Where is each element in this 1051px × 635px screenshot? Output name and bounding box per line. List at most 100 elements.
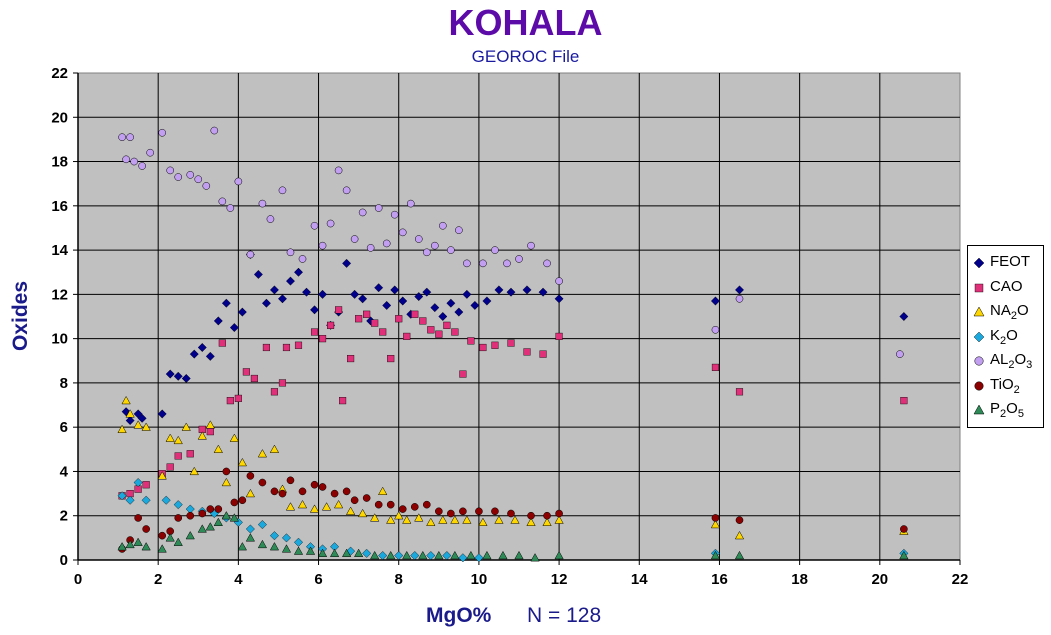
point-feot bbox=[318, 289, 328, 299]
point-k2o bbox=[394, 551, 404, 561]
point-na2o bbox=[462, 515, 472, 524]
point-p2o5 bbox=[197, 524, 207, 533]
point-al2o3 bbox=[138, 162, 146, 170]
point-cao bbox=[539, 350, 547, 358]
point-feot bbox=[342, 258, 352, 268]
point-cao bbox=[507, 339, 515, 347]
point-na2o bbox=[426, 517, 436, 526]
point-al2o3 bbox=[286, 248, 295, 257]
point-feot bbox=[390, 285, 400, 295]
point-al2o3 bbox=[358, 208, 367, 217]
point-feot bbox=[522, 285, 532, 295]
legend-label-text: CAO bbox=[990, 277, 1023, 295]
point-p2o5 bbox=[305, 546, 316, 555]
point-feot bbox=[482, 296, 492, 306]
point-al2o3 bbox=[366, 244, 375, 252]
legend-label: K2O bbox=[990, 327, 1018, 347]
point-p2o5 bbox=[125, 539, 135, 549]
point-tio2 bbox=[350, 496, 359, 505]
point-p2o5 bbox=[213, 517, 223, 526]
point-na2o bbox=[542, 517, 552, 526]
legend-item-tio2: TiO2 bbox=[972, 375, 1020, 397]
point-na2o bbox=[402, 515, 412, 524]
plot-area bbox=[77, 72, 961, 561]
legend-label: NA2O bbox=[990, 302, 1029, 322]
y-tick-label: 0 bbox=[60, 552, 68, 569]
point-feot bbox=[506, 287, 516, 297]
point-p2o5 bbox=[141, 542, 151, 551]
point-cao bbox=[555, 332, 563, 340]
x-tick-label: 2 bbox=[154, 571, 162, 588]
point-al2o3 bbox=[515, 255, 523, 263]
point-p2o5 bbox=[402, 550, 412, 560]
point-p2o5 bbox=[329, 548, 340, 557]
legend-label: AL2O3 bbox=[990, 351, 1032, 371]
point-tio2 bbox=[310, 480, 319, 489]
legend-label: TiO2 bbox=[990, 376, 1020, 396]
legend-marker-triangle-icon bbox=[973, 404, 985, 415]
legend-marker-diamond-icon bbox=[973, 257, 985, 269]
point-tio2 bbox=[374, 500, 383, 509]
point-feot bbox=[735, 285, 744, 295]
axis-ticks: 0 2 4 6 8 10 12 14 16 18 20 22 0 2 4 6 8 10 12 14 16 18 20 22 bbox=[51, 65, 968, 588]
point-al2o3 bbox=[342, 186, 351, 195]
point-al2o3 bbox=[202, 182, 211, 190]
point-na2o bbox=[165, 433, 175, 442]
legend-marker-circle-icon bbox=[974, 356, 984, 366]
point-p2o5 bbox=[530, 553, 540, 562]
point-al2o3 bbox=[455, 226, 463, 234]
point-k2o bbox=[442, 551, 452, 561]
point-na2o bbox=[378, 486, 388, 495]
legend-label-text: P bbox=[990, 400, 1001, 417]
point-feot bbox=[221, 298, 231, 308]
legend-item-k2o: K2O bbox=[972, 326, 1018, 348]
point-na2o bbox=[478, 517, 488, 526]
point-na2o bbox=[173, 435, 183, 445]
legend-item-cao: CAO bbox=[972, 277, 1023, 299]
y-tick-label: 14 bbox=[51, 242, 68, 259]
x-axis-label: MgO% bbox=[426, 604, 492, 627]
legend-label-text: AL bbox=[990, 351, 1009, 368]
point-p2o5 bbox=[229, 513, 239, 522]
point-k2o bbox=[125, 495, 135, 505]
point-al2o3 bbox=[226, 204, 235, 212]
point-al2o3 bbox=[382, 239, 391, 248]
point-al2o3 bbox=[194, 175, 203, 184]
legend-label-subscript: 5 bbox=[1017, 408, 1024, 420]
point-na2o bbox=[414, 513, 424, 522]
point-tio2 bbox=[206, 505, 215, 513]
legend-item-feot: FEOT bbox=[972, 252, 1030, 274]
point-na2o bbox=[125, 409, 135, 418]
series-al2o3 bbox=[118, 126, 904, 358]
point-na2o bbox=[526, 517, 536, 526]
point-cao bbox=[371, 319, 379, 327]
data-points bbox=[117, 126, 909, 563]
point-p2o5 bbox=[341, 548, 352, 557]
point-feot bbox=[302, 287, 312, 297]
point-na2o bbox=[213, 444, 223, 453]
x-tick-label: 12 bbox=[551, 571, 568, 588]
point-tio2 bbox=[158, 531, 167, 540]
y-tick-label: 16 bbox=[51, 198, 68, 215]
point-cao bbox=[174, 452, 182, 460]
point-feot bbox=[205, 351, 215, 361]
point-na2o bbox=[297, 499, 308, 509]
point-cao bbox=[218, 339, 226, 347]
point-k2o bbox=[117, 491, 127, 501]
legend-item-p2o5: P2O5 bbox=[972, 399, 1024, 421]
point-feot bbox=[899, 312, 909, 321]
point-cao bbox=[262, 343, 270, 352]
legend-label-subscript: 3 bbox=[1026, 359, 1033, 371]
point-feot bbox=[398, 296, 408, 306]
point-cao bbox=[523, 348, 531, 356]
point-tio2 bbox=[459, 507, 467, 516]
x-tick-label: 22 bbox=[952, 571, 969, 588]
point-al2o3 bbox=[398, 228, 407, 237]
point-feot bbox=[173, 371, 183, 381]
x-tick-label: 20 bbox=[871, 571, 888, 588]
point-p2o5 bbox=[434, 550, 444, 560]
legend-label: CAO bbox=[990, 278, 1023, 298]
point-tio2 bbox=[447, 509, 455, 518]
point-p2o5 bbox=[482, 550, 492, 560]
point-al2o3 bbox=[390, 210, 399, 219]
